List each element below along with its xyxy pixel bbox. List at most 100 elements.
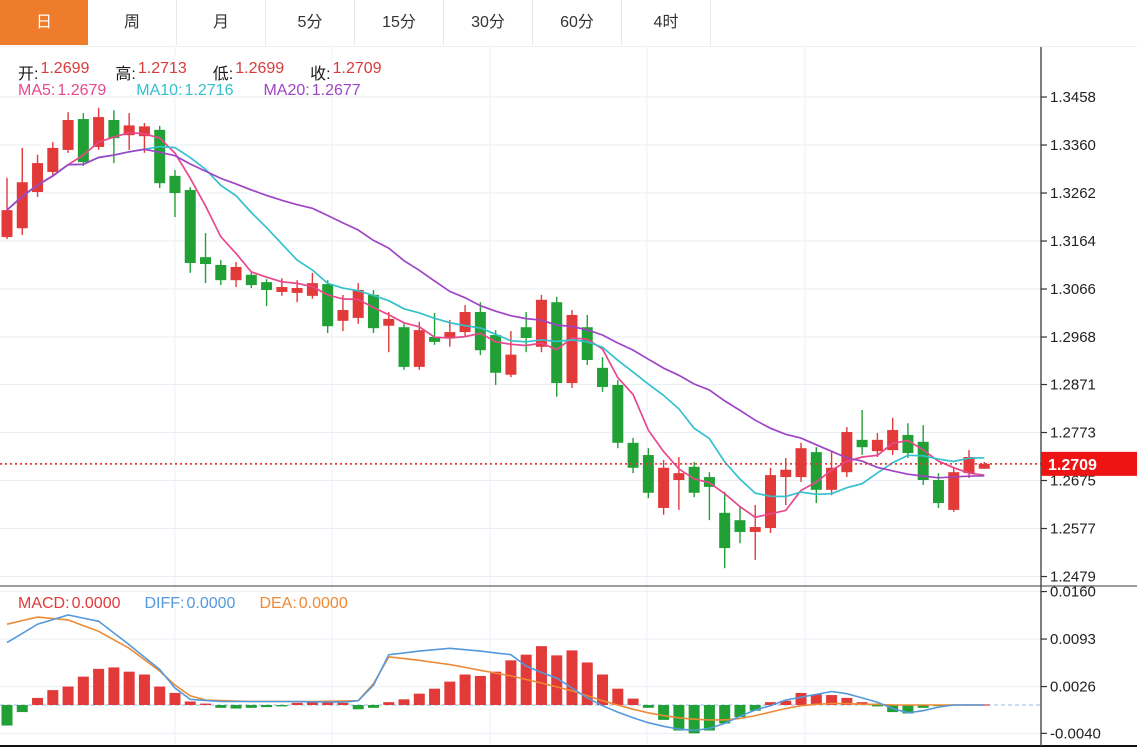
macd-bar: [413, 693, 425, 705]
macd-panel: [0, 614, 1041, 734]
macd-bar: [1, 705, 13, 726]
candle-body: [459, 312, 471, 333]
ohlc-legend: 开: 1.2699 高: 1.2713 低: 1.2699 收: 1.2709: [18, 60, 382, 84]
axis-label: 1.3262: [1050, 185, 1096, 202]
candle-body: [16, 182, 28, 229]
macd-bar: [261, 705, 273, 708]
macd-bar: [398, 699, 410, 705]
macd-bar: [138, 674, 150, 705]
tab-day[interactable]: 日: [0, 0, 88, 45]
candle-body: [780, 469, 792, 478]
macd-bar: [230, 705, 242, 709]
macd-bar: [16, 705, 28, 713]
macd-bar: [337, 702, 349, 705]
candle-body: [383, 318, 395, 326]
candle-body: [963, 457, 975, 474]
candle-body: [93, 117, 105, 147]
macd-bar: [566, 650, 578, 705]
high-value: 高: 1.2713: [115, 60, 187, 83]
candle-body: [581, 327, 593, 361]
macd-bar: [32, 697, 44, 705]
macd-bar: [184, 701, 196, 705]
macd-bar: [841, 697, 853, 705]
candle-body: [627, 442, 639, 468]
candle-body: [352, 289, 364, 318]
candle-body: [108, 120, 120, 139]
ma10-value: MA10: 1.2716: [136, 82, 234, 99]
ma20-line: [6, 148, 985, 479]
tab-60min[interactable]: 60分: [533, 0, 622, 45]
candle-body: [917, 441, 929, 481]
macd-bar: [306, 702, 318, 705]
macd-bar: [245, 705, 257, 708]
tab-4hour[interactable]: 4时: [622, 0, 711, 45]
candle-body: [810, 452, 822, 490]
price-axis: 1.3458 1.3360 1.3262 1.3164 1.3066 1.2968 1.28…: [0, 46, 1137, 747]
macd-bar: [871, 705, 883, 707]
macd-bar: [810, 694, 822, 705]
macd-bar: [749, 705, 761, 711]
candle-body: [841, 432, 853, 473]
ma5-value: MA5: 1.2679: [18, 82, 107, 99]
price-badge-text: 1.2709: [1048, 457, 1097, 474]
tab-5min[interactable]: 5分: [266, 0, 355, 45]
candle-body: [765, 475, 776, 529]
macd-bar: [795, 692, 807, 705]
macd-bar: [154, 686, 166, 705]
candle-body: [535, 299, 547, 347]
candle-body: [47, 147, 59, 172]
tab-30min[interactable]: 30分: [444, 0, 533, 45]
macd-bar: [917, 705, 929, 708]
candle-body: [932, 480, 944, 504]
macd-bar: [322, 701, 334, 705]
candle-body: [1, 210, 13, 238]
candle-body: [566, 314, 578, 384]
axis-label: 1.2871: [1050, 377, 1096, 394]
candle-body: [978, 463, 990, 469]
ma5-line: [6, 131, 985, 519]
macd-bar: [902, 705, 914, 714]
macd-bar: [765, 702, 776, 705]
macd-bar: [215, 705, 227, 708]
candle-body: [612, 385, 624, 443]
tab-15min[interactable]: 15分: [355, 0, 444, 45]
candle-body: [520, 327, 532, 338]
axis-label: 0.0093: [1050, 631, 1096, 648]
macd-bar: [459, 674, 471, 705]
candle-body: [871, 439, 883, 452]
candle-body: [322, 284, 334, 327]
macd-bar: [734, 705, 746, 718]
candle-body: [169, 175, 181, 193]
macd-bar: [612, 688, 624, 705]
candle-body: [230, 266, 242, 281]
candle-body: [291, 288, 303, 293]
candle-body: [245, 274, 257, 286]
macd-bar: [383, 702, 395, 705]
macd-bar: [780, 700, 792, 705]
macd-bar: [627, 698, 639, 705]
axis-label: 0.0160: [1050, 584, 1096, 601]
macd-bar: [47, 690, 59, 705]
gridlines: [0, 46, 1041, 746]
macd-legend: MACD: 0.0000 DIFF: 0.0000 DEA: 0.0000: [18, 595, 348, 613]
diff-value: DIFF: 0.0000: [144, 595, 236, 612]
candle-body: [154, 129, 166, 184]
tab-week[interactable]: 周: [88, 0, 177, 45]
candle-body: [597, 367, 609, 387]
candle-body: [429, 337, 441, 342]
axis-label: 1.3458: [1050, 89, 1096, 106]
macd-bar: [474, 675, 486, 705]
candle-body: [367, 294, 379, 329]
tab-month[interactable]: 月: [177, 0, 266, 45]
candle-body: [62, 120, 74, 150]
candle-body: [719, 512, 731, 549]
macd-bar: [658, 705, 670, 720]
candle-body: [551, 302, 563, 384]
macd-bar: [429, 688, 441, 705]
candle-body: [77, 119, 89, 163]
macd-bar: [826, 695, 838, 705]
candlestick-panel: [0, 107, 1041, 569]
candle-body: [261, 282, 273, 290]
